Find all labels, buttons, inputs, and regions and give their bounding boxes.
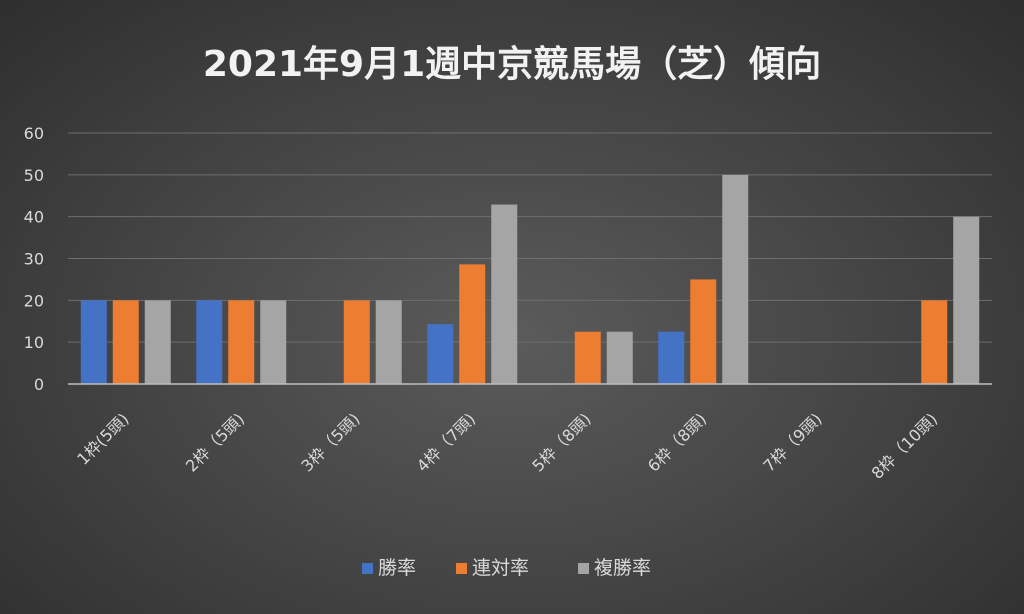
x-axis-categories: 1枠(5頭) 2枠（5頭) 3枠（5頭) 4枠（7頭) 5枠（8頭) 6枠（8頭) 7枠（9… [73, 409, 941, 482]
x-category-label: 6枠（8頭) [644, 409, 710, 475]
bar-2-6 [690, 279, 717, 384]
bar-3-8 [953, 216, 980, 384]
bar-2-4 [459, 264, 486, 384]
legend: 勝率 連対率 複勝率 [362, 557, 651, 579]
x-category-label: 8枠（10頭) [868, 409, 941, 482]
bar-3-6 [722, 174, 749, 384]
bar-2-8 [921, 300, 948, 384]
bar-2-5 [574, 331, 601, 384]
bar-3-5 [606, 331, 633, 384]
x-category-label: 3枠（5頭) [297, 409, 363, 475]
bar-3-1 [144, 300, 171, 384]
chart-title: 2021年9月1週中京競馬場（芝）傾向 [203, 43, 821, 85]
bar-3-3 [375, 300, 402, 384]
x-category-label: 5枠（8頭) [528, 409, 594, 475]
bar-1-2 [196, 300, 223, 384]
legend-swatch-1 [362, 563, 373, 574]
y-tick-label: 40 [24, 208, 44, 227]
y-tick-label: 50 [24, 166, 44, 185]
y-tick-label: 0 [34, 375, 44, 394]
bar-1-4 [427, 324, 454, 384]
y-axis-ticks: 0 10 20 30 40 50 60 [24, 124, 44, 394]
x-category-label: 4枠（7頭) [413, 409, 479, 475]
bar-3-4 [491, 204, 518, 384]
legend-swatch-3 [578, 563, 589, 574]
x-category-label: 1枠(5頭) [73, 409, 132, 468]
bar-2-2 [228, 300, 255, 384]
bar-2-1 [112, 300, 139, 384]
legend-label-2: 連対率 [472, 557, 529, 579]
y-tick-label: 20 [24, 291, 44, 310]
x-category-label: 2枠（5頭) [182, 409, 248, 475]
bar-1-6 [658, 331, 685, 384]
y-tick-label: 30 [24, 250, 44, 269]
legend-label-1: 勝率 [378, 557, 416, 579]
legend-swatch-2 [456, 563, 467, 574]
y-tick-label: 10 [24, 333, 44, 352]
bar-1-1 [80, 300, 107, 384]
y-tick-label: 60 [24, 124, 44, 143]
bar-3-2 [260, 300, 287, 384]
legend-label-3: 複勝率 [594, 557, 651, 579]
bar-2-3 [343, 300, 370, 384]
x-category-label: 7枠（9頭) [759, 409, 825, 475]
bars [80, 174, 980, 384]
